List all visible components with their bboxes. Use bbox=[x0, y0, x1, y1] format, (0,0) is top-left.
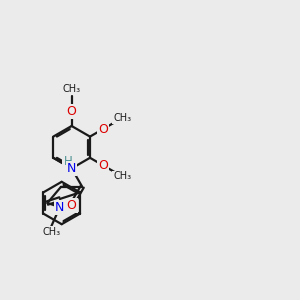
Text: CH₃: CH₃ bbox=[63, 84, 81, 94]
Text: H: H bbox=[63, 155, 72, 168]
Text: N: N bbox=[55, 200, 64, 214]
Text: O: O bbox=[67, 199, 76, 212]
Text: CH₃: CH₃ bbox=[113, 171, 131, 182]
Text: O: O bbox=[98, 123, 108, 136]
Text: O: O bbox=[98, 159, 108, 172]
Text: N: N bbox=[67, 162, 76, 175]
Text: O: O bbox=[67, 105, 76, 118]
Text: CH₃: CH₃ bbox=[113, 113, 131, 123]
Text: CH₃: CH₃ bbox=[42, 227, 60, 237]
